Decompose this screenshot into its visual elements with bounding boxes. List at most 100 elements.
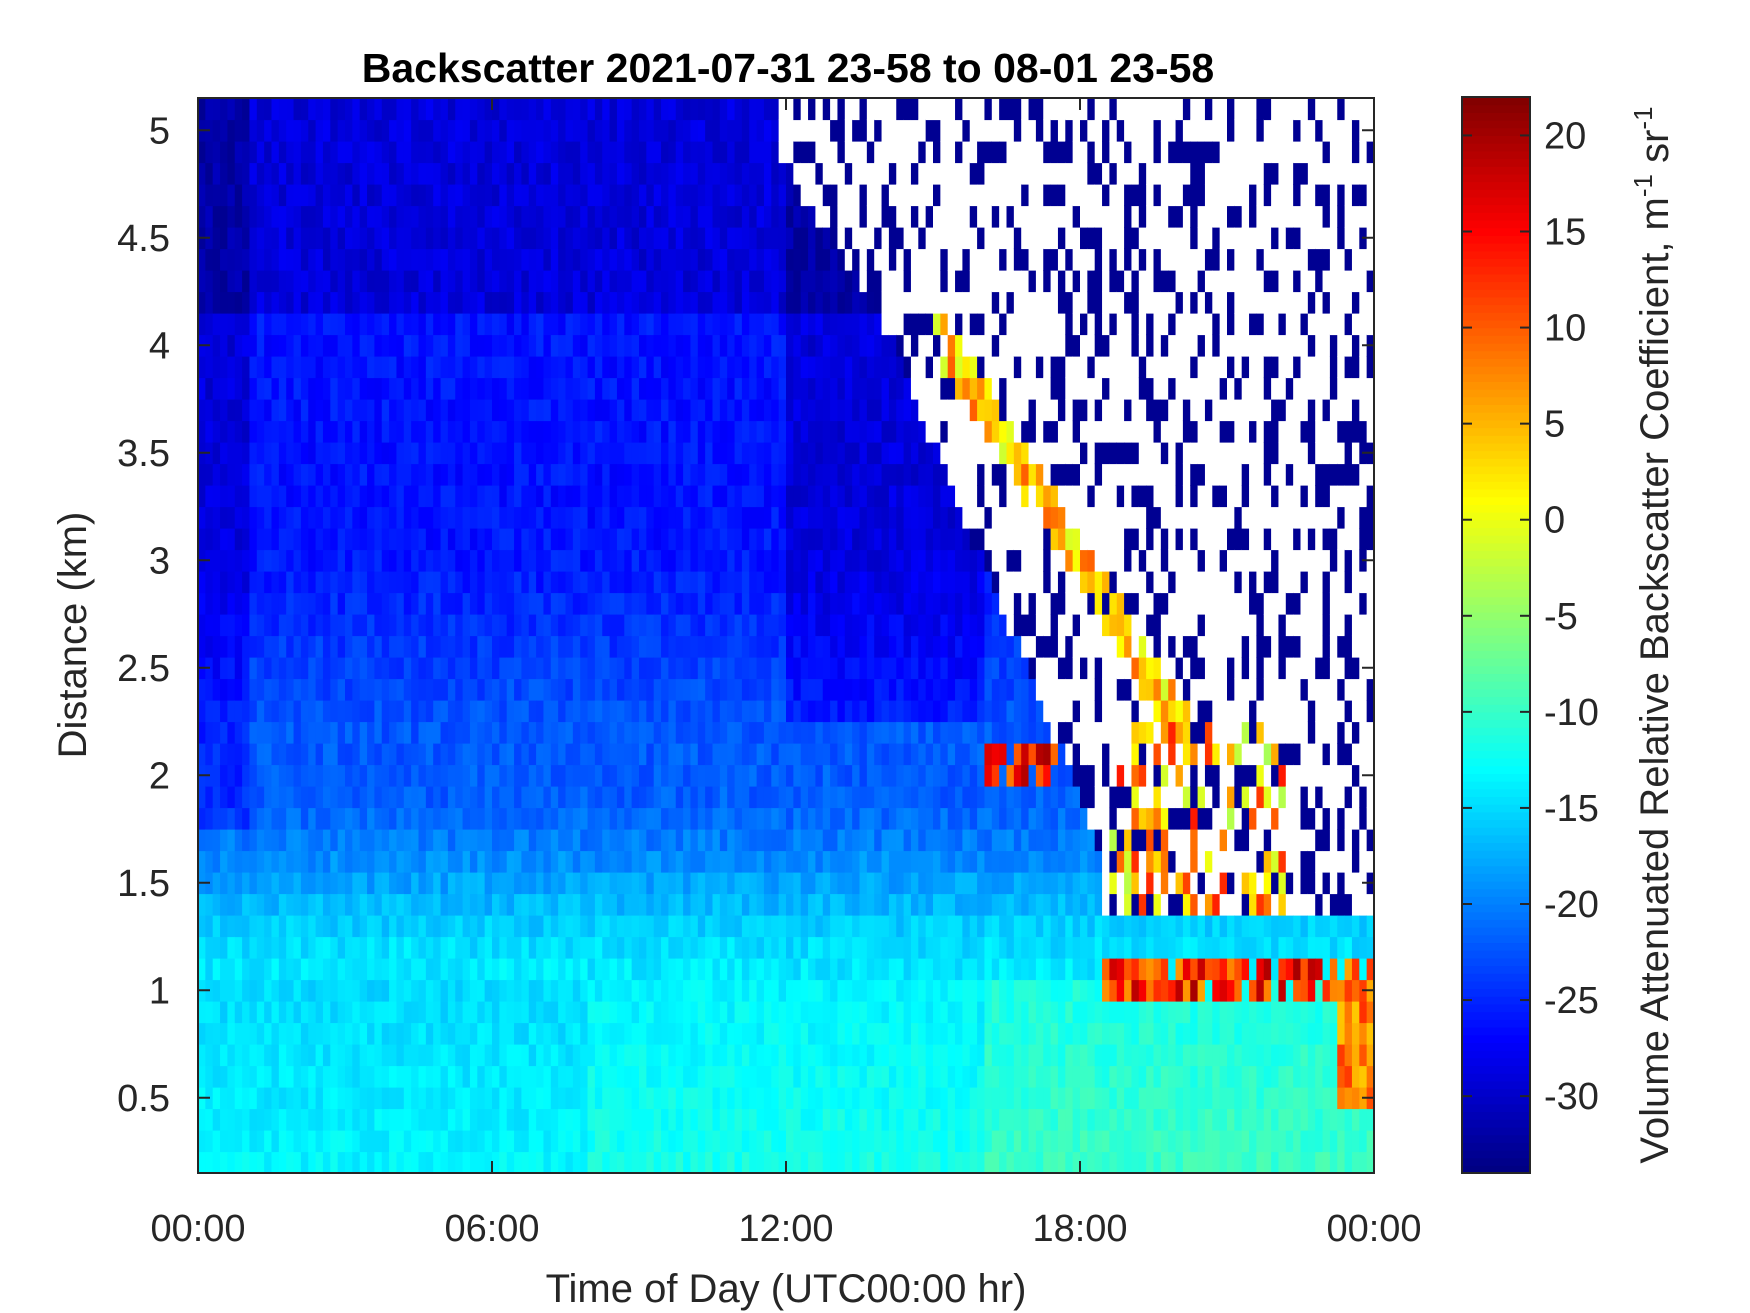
heatmap-cell <box>374 807 383 830</box>
heatmap-cell <box>727 291 736 314</box>
heatmap-cell <box>528 377 537 400</box>
heatmap-cell <box>903 184 912 207</box>
heatmap-cell <box>492 1130 500 1153</box>
heatmap-cell <box>293 635 302 658</box>
heatmap-cell <box>852 850 861 873</box>
heatmap-cell <box>668 162 677 185</box>
heatmap-cell <box>741 1130 750 1153</box>
heatmap-cell <box>418 356 427 379</box>
heatmap-cell <box>227 786 236 809</box>
heatmap-cell <box>697 743 706 766</box>
heatmap-cell <box>264 592 273 615</box>
heatmap-cell <box>646 442 655 465</box>
heatmap-cell <box>249 313 258 336</box>
heatmap-cell <box>580 700 589 723</box>
heatmap-cell <box>800 614 809 637</box>
heatmap-cell <box>778 700 787 723</box>
heatmap-cell <box>198 614 206 637</box>
heatmap-cell <box>528 700 537 723</box>
heatmap-cell <box>558 893 567 916</box>
heatmap-cell <box>639 119 647 142</box>
heatmap-cell <box>212 485 221 508</box>
heatmap-cell <box>741 614 750 637</box>
heatmap-cell <box>661 893 669 916</box>
heatmap-cell <box>212 227 221 250</box>
heatmap-cell <box>455 936 464 959</box>
heatmap-cell <box>308 506 317 529</box>
heatmap-cell <box>330 334 339 357</box>
heatmap-cell <box>793 700 802 723</box>
heatmap-cell <box>771 227 780 250</box>
heatmap-cell <box>359 334 368 357</box>
heatmap-cell <box>778 1087 787 1110</box>
heatmap-cell <box>396 1151 405 1174</box>
heatmap-cell <box>808 743 816 766</box>
heatmap-cell <box>925 227 934 250</box>
heatmap-cell <box>866 356 875 379</box>
heatmap-cell <box>866 463 875 486</box>
heatmap-cell <box>352 248 361 271</box>
heatmap-cell <box>690 141 699 164</box>
heatmap-cell <box>521 893 530 916</box>
heatmap-cell <box>440 420 449 443</box>
heatmap-cell <box>374 786 383 809</box>
heatmap-cell <box>712 1065 721 1088</box>
heatmap-cell <box>609 162 618 185</box>
heatmap-cell <box>793 1001 802 1024</box>
heatmap-cell <box>543 248 552 271</box>
heatmap-cell <box>330 850 339 873</box>
heatmap-cell <box>808 700 816 723</box>
heatmap-cell <box>734 635 743 658</box>
heatmap-cell <box>734 1087 743 1110</box>
heatmap-cell <box>683 678 692 701</box>
heatmap-cell <box>433 248 442 271</box>
heatmap-cell <box>771 119 780 142</box>
heatmap-cell <box>264 829 273 852</box>
heatmap-cell <box>322 1065 331 1088</box>
heatmap-cell <box>220 764 228 787</box>
heatmap-cell <box>572 700 581 723</box>
heatmap-cell <box>484 162 493 185</box>
heatmap-cell <box>653 399 662 422</box>
heatmap-cell <box>484 313 493 336</box>
heatmap-cell <box>602 313 611 336</box>
heatmap-cell <box>506 721 515 744</box>
heatmap-cell <box>455 463 464 486</box>
heatmap-cell <box>455 1087 464 1110</box>
heatmap-cell <box>212 119 221 142</box>
heatmap-cell <box>234 420 243 443</box>
heatmap-cell <box>455 184 464 207</box>
heatmap-cell <box>521 635 530 658</box>
heatmap-cell <box>477 463 486 486</box>
heatmap-cell <box>550 506 559 529</box>
heatmap-cell <box>403 248 412 271</box>
heatmap-cell <box>616 1151 625 1174</box>
heatmap-cell <box>367 915 375 938</box>
heatmap-cell <box>594 1108 603 1131</box>
heatmap-cell <box>719 1001 728 1024</box>
heatmap-cell <box>602 657 611 680</box>
heatmap-cell <box>234 1108 243 1131</box>
heatmap-cell <box>212 184 221 207</box>
heatmap-cell <box>227 119 236 142</box>
heatmap-cell <box>506 463 515 486</box>
heatmap-cell <box>367 936 375 959</box>
heatmap-cell <box>602 98 611 121</box>
heatmap-cell <box>315 442 324 465</box>
heatmap-cell <box>896 1044 905 1067</box>
heatmap-cell <box>741 205 750 228</box>
heatmap-cell <box>822 377 831 400</box>
heatmap-cell <box>506 420 515 443</box>
heatmap-cell <box>749 635 758 658</box>
heatmap-cell <box>734 377 743 400</box>
heatmap-cell <box>918 248 927 271</box>
heatmap-cell <box>286 700 295 723</box>
heatmap-cell <box>418 442 427 465</box>
heatmap-cell <box>815 786 824 809</box>
heatmap-cell <box>712 915 721 938</box>
heatmap-cell <box>844 356 853 379</box>
heatmap-cell <box>403 807 412 830</box>
heatmap-cell <box>212 614 221 637</box>
heatmap-cell <box>212 743 221 766</box>
heatmap-cell <box>697 1022 706 1045</box>
